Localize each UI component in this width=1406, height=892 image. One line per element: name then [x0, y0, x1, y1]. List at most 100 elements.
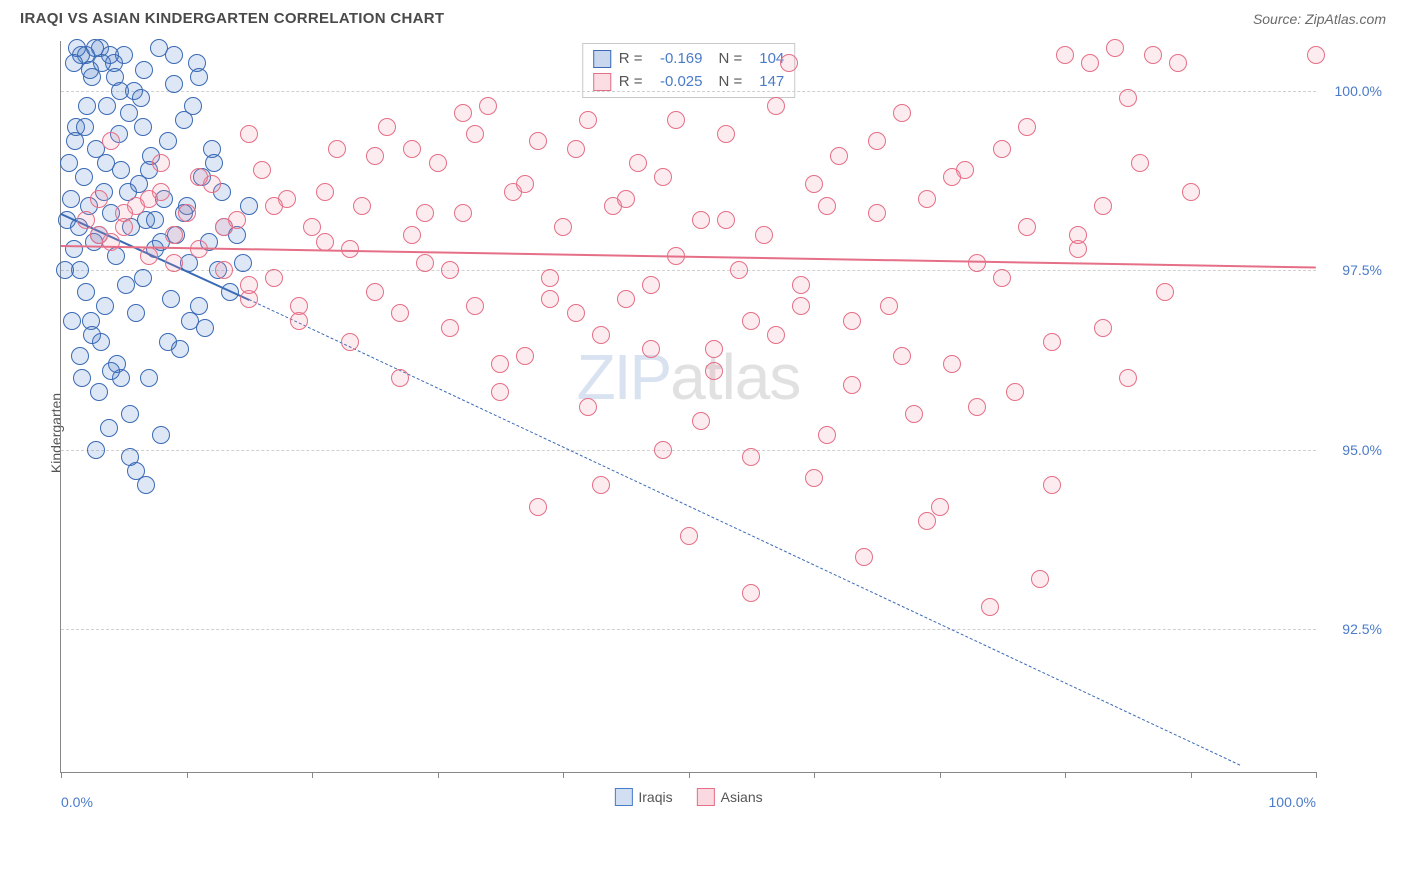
scatter-point — [466, 125, 484, 143]
scatter-point — [416, 254, 434, 272]
legend-item: Asians — [697, 788, 763, 806]
scatter-point — [111, 82, 129, 100]
watermark: ZIPatlas — [577, 340, 801, 414]
scatter-point — [366, 283, 384, 301]
scatter-point — [121, 405, 139, 423]
scatter-point — [742, 448, 760, 466]
scatter-point — [705, 340, 723, 358]
scatter-point — [667, 111, 685, 129]
scatter-point — [90, 190, 108, 208]
legend-item: Iraqis — [614, 788, 672, 806]
scatter-point — [1031, 570, 1049, 588]
scatter-point — [642, 276, 660, 294]
scatter-point — [579, 398, 597, 416]
scatter-point — [140, 369, 158, 387]
scatter-point — [1018, 118, 1036, 136]
scatter-point — [1131, 154, 1149, 172]
scatter-point — [1069, 226, 1087, 244]
scatter-point — [968, 254, 986, 272]
scatter-point — [140, 190, 158, 208]
scatter-point — [90, 226, 108, 244]
scatter-point — [120, 104, 138, 122]
scatter-point — [102, 362, 120, 380]
scatter-point — [102, 132, 120, 150]
gridline-h — [61, 450, 1316, 451]
scatter-point — [516, 347, 534, 365]
stat-n-value: 104 — [750, 48, 784, 71]
x-tick — [1316, 772, 1317, 778]
scatter-point — [240, 197, 258, 215]
scatter-point — [181, 312, 199, 330]
scatter-point — [617, 290, 635, 308]
scatter-point — [1043, 333, 1061, 351]
x-tick — [312, 772, 313, 778]
scatter-point — [717, 125, 735, 143]
scatter-point — [68, 39, 86, 57]
legend-label: Iraqis — [638, 789, 672, 805]
scatter-point — [629, 154, 647, 172]
scatter-point — [165, 226, 183, 244]
scatter-point — [316, 233, 334, 251]
series-swatch — [593, 50, 611, 68]
scatter-point — [579, 111, 597, 129]
scatter-point — [943, 355, 961, 373]
scatter-point — [818, 426, 836, 444]
scatter-point — [77, 283, 95, 301]
scatter-point — [234, 254, 252, 272]
scatter-point — [253, 161, 271, 179]
scatter-point — [60, 154, 78, 172]
scatter-point — [165, 46, 183, 64]
chart-title: IRAQI VS ASIAN KINDERGARTEN CORRELATION … — [20, 10, 444, 27]
stat-r-label: R = — [619, 48, 643, 71]
stat-n-label: N = — [719, 48, 743, 71]
scatter-point — [654, 441, 672, 459]
scatter-point — [159, 333, 177, 351]
scatter-point — [931, 498, 949, 516]
x-tick — [438, 772, 439, 778]
scatter-point — [1156, 283, 1174, 301]
watermark-part2: atlas — [670, 341, 800, 413]
scatter-point — [205, 154, 223, 172]
scatter-point — [140, 247, 158, 265]
scatter-point — [316, 183, 334, 201]
scatter-point — [441, 261, 459, 279]
scatter-point — [162, 290, 180, 308]
x-tick — [61, 772, 62, 778]
scatter-point — [90, 383, 108, 401]
x-tick — [563, 772, 564, 778]
scatter-point — [117, 276, 135, 294]
source-attribution: Source: ZipAtlas.com — [1253, 11, 1386, 27]
scatter-point — [429, 154, 447, 172]
scatter-point — [592, 326, 610, 344]
scatter-point — [441, 319, 459, 337]
scatter-point — [491, 383, 509, 401]
scatter-point — [1182, 183, 1200, 201]
scatter-point — [240, 276, 258, 294]
scatter-point — [529, 132, 547, 150]
scatter-point — [403, 140, 421, 158]
scatter-point — [265, 197, 283, 215]
scatter-point — [454, 104, 472, 122]
scatter-point — [152, 426, 170, 444]
scatter-point — [692, 412, 710, 430]
scatter-point — [918, 190, 936, 208]
scatter-point — [742, 584, 760, 602]
scatter-point — [1119, 369, 1137, 387]
scatter-point — [159, 132, 177, 150]
scatter-point — [654, 168, 672, 186]
scatter-point — [868, 204, 886, 222]
scatter-point — [780, 54, 798, 72]
scatter-point — [416, 204, 434, 222]
series-swatch — [593, 73, 611, 91]
legend-label: Asians — [721, 789, 763, 805]
scatter-point — [692, 211, 710, 229]
scatter-point — [265, 269, 283, 287]
y-tick-label: 92.5% — [1322, 621, 1382, 637]
scatter-point — [134, 118, 152, 136]
scatter-point — [1169, 54, 1187, 72]
scatter-point — [62, 190, 80, 208]
scatter-point — [98, 97, 116, 115]
scatter-point — [1307, 46, 1325, 64]
scatter-point — [680, 527, 698, 545]
scatter-point — [146, 211, 164, 229]
